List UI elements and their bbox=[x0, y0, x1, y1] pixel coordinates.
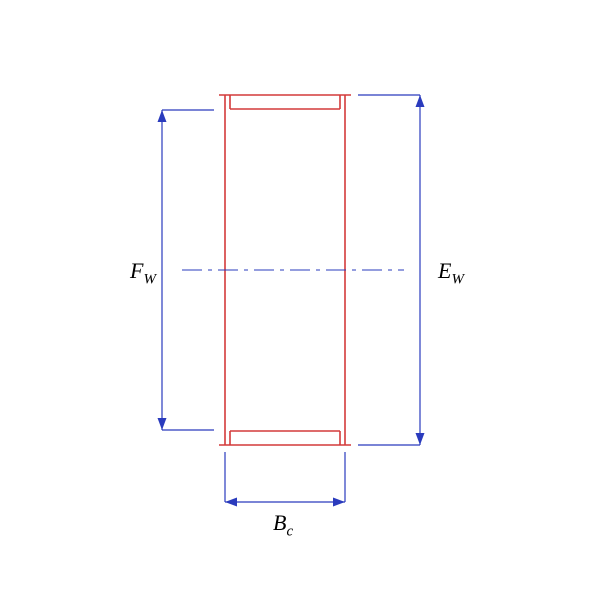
label-Fw-sub: W bbox=[143, 271, 156, 287]
label-Ew: EW bbox=[438, 258, 464, 288]
label-Bc: Bc bbox=[273, 510, 293, 540]
diagram-svg bbox=[0, 0, 600, 600]
label-Bc-sub: c bbox=[286, 523, 293, 539]
diagram-stage: FW EW Bc bbox=[0, 0, 600, 600]
label-Ew-main: E bbox=[438, 258, 451, 283]
label-Fw: FW bbox=[130, 258, 156, 288]
label-Ew-sub: W bbox=[451, 271, 464, 287]
label-Fw-main: F bbox=[130, 258, 143, 283]
label-Bc-main: B bbox=[273, 510, 286, 535]
